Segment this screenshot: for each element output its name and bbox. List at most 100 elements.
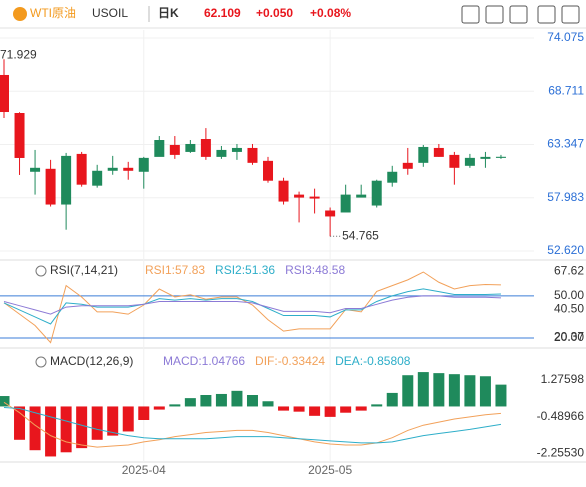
candle-body [325,210,336,217]
macd-bar [91,406,103,440]
y-tick-label: 40.50 [554,301,584,315]
macd-bar [386,392,398,407]
percent: +0.08% [310,6,351,20]
tool-button[interactable] [485,5,504,24]
macd-bar [433,373,445,407]
y-tick-label: 20.37 [554,330,584,344]
indicator-title: MACD(12,26,9) [50,354,133,368]
y-tick-label: 50.00 [554,288,584,302]
macd-bar [14,406,26,440]
candle-body [387,171,398,183]
macd-bar [262,401,274,407]
tool-button[interactable] [509,5,528,24]
macd-bar [231,390,243,407]
candle-body [449,154,460,168]
y-tick-label: 20.00 [554,330,584,344]
settings-icon[interactable] [35,265,47,277]
macd-bar [355,406,367,411]
candle-body [107,167,118,171]
x-tick-label: 2025-04 [122,463,166,477]
instrument-name: WTI原油 [30,6,76,20]
high-annotation: 71.929 [0,47,37,61]
indicator-line [3,401,502,448]
change: +0.050 [256,6,293,20]
candle-body [216,149,227,157]
candle-body [154,140,165,157]
macd-bar [495,384,507,407]
candle-body [340,194,351,213]
x-tick-label: 2025-05 [308,463,352,477]
legend-entry: DIF:-0.33424 [255,354,325,368]
macd-bar [169,404,181,407]
candle-body [200,139,211,157]
period: 日K [158,6,179,20]
macd-bar [479,376,491,407]
y-tick-label: -2.25530 [537,446,585,460]
candle-body [123,167,134,171]
symbol: USOIL [92,6,128,20]
toolbar [461,5,580,24]
macd-bar [29,406,41,451]
y-tick-label: 57.983 [547,190,584,204]
settings-icon[interactable] [35,356,47,368]
macd-bar [122,406,134,432]
macd-bar [76,406,88,449]
y-tick-label: -0.48966 [537,409,585,423]
candle-body [169,144,180,155]
candle-body [356,194,367,198]
legend-entry: RSI2:51.36 [215,263,275,277]
candle-body [464,157,475,166]
macd-bar [371,404,383,407]
candle-body [480,156,491,159]
y-tick-label: 63.347 [547,137,584,151]
candle-body [138,157,149,172]
candle-body [14,113,25,158]
candle-body [185,143,196,152]
macd-bar [464,375,476,407]
candle-body [278,180,289,202]
candle-body [433,147,444,157]
tool-button[interactable] [561,5,580,24]
indicator-line [3,407,502,444]
macd-bar [417,372,429,407]
price: 62.109 [204,6,241,20]
macd-bar [448,374,460,407]
legend-entry: MACD:1.04766 [163,354,245,368]
macd-bar [324,406,336,417]
macd-bar [340,406,352,413]
macd-bar [60,406,72,453]
tool-button[interactable] [461,5,480,24]
macd-bar [184,398,196,407]
legend-entry: DEA:-0.85808 [335,354,411,368]
candle-body [371,180,382,206]
macd-bar [153,406,165,410]
macd-bar [293,406,305,412]
legend-entry: RSI3:48.58 [285,263,345,277]
indicator-line [3,271,501,344]
y-tick-label: 1.27598 [541,372,585,386]
macd-bar [309,406,321,416]
candle-body [495,156,506,158]
indicator-title: RSI(7,14,21) [50,263,118,277]
y-tick-label: 74.075 [547,30,584,44]
macd-bar [215,393,227,407]
tool-button[interactable] [537,5,556,24]
macd-bar [402,375,414,407]
candle-body [309,196,320,199]
candle-body [294,194,305,198]
candle-body [76,153,87,185]
candle-body [30,167,41,172]
candle-body [92,170,103,186]
legend-entry: RSI1:57.83 [145,263,205,277]
candle-body [61,155,72,205]
candle-body [45,168,56,205]
y-tick-label: 68.711 [548,83,584,97]
logo [13,7,27,21]
macd-bar [278,406,290,411]
candle-body [418,146,429,163]
macd-bar [200,395,212,407]
y-tick-label: 52.620 [547,243,584,257]
indicator-line [3,295,501,315]
candle-body [0,74,9,113]
